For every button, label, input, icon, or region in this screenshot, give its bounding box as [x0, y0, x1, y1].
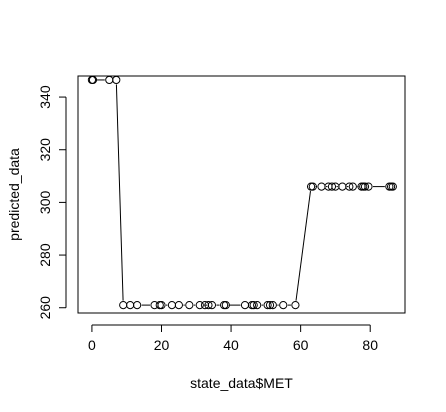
y-tick-label: 340	[37, 85, 53, 109]
data-point	[133, 301, 142, 310]
data-point	[345, 182, 354, 191]
series-line-segment	[295, 190, 311, 301]
plot-frame	[77, 75, 406, 314]
data-point	[263, 301, 272, 310]
data-point	[268, 301, 277, 310]
data-point	[157, 301, 166, 310]
data-point	[388, 182, 397, 191]
y-tick-label: 320	[37, 138, 53, 162]
data-point	[327, 182, 337, 191]
y-axis-title: predicted_data	[6, 148, 22, 241]
x-axis-title: state_data$MET	[190, 375, 293, 391]
data-point	[348, 182, 357, 191]
data-point	[88, 75, 98, 85]
data-point	[220, 301, 229, 310]
data-point	[174, 301, 183, 310]
data-point	[360, 182, 370, 191]
data-point	[306, 182, 316, 191]
data-point	[364, 182, 373, 191]
x-tick-label: 0	[88, 337, 96, 353]
data-point	[155, 301, 164, 310]
data-point	[291, 301, 300, 310]
x-tick-label: 40	[223, 337, 239, 353]
data-point	[126, 301, 135, 310]
data-point	[253, 301, 262, 310]
x-tick-label: 80	[362, 337, 378, 353]
plot-area	[77, 75, 406, 314]
data-point	[279, 301, 288, 310]
data-point	[240, 301, 250, 310]
x-tick-label: 60	[293, 337, 309, 353]
x-tick-label: 20	[154, 337, 170, 353]
x-axis: 0 20 40 60 80	[88, 324, 378, 353]
data-point	[119, 301, 128, 310]
data-point	[167, 301, 177, 310]
data-point	[265, 301, 275, 310]
series-line-segment	[115, 84, 124, 301]
data-point	[185, 301, 194, 310]
data-point	[317, 182, 326, 191]
data-point	[195, 301, 204, 310]
y-tick-label: 280	[37, 243, 53, 267]
data-point	[221, 301, 230, 310]
data-point	[249, 301, 258, 310]
data-point	[338, 182, 347, 191]
data-point	[112, 75, 121, 85]
data-point	[308, 182, 317, 191]
y-tick-label: 260	[37, 296, 53, 320]
data-point	[204, 301, 213, 310]
data-point	[386, 182, 396, 191]
y-tick-label: 300	[37, 191, 53, 215]
data-point	[105, 75, 114, 85]
y-axis: 260 280 300 320 340	[37, 85, 67, 320]
data-point	[207, 301, 217, 310]
